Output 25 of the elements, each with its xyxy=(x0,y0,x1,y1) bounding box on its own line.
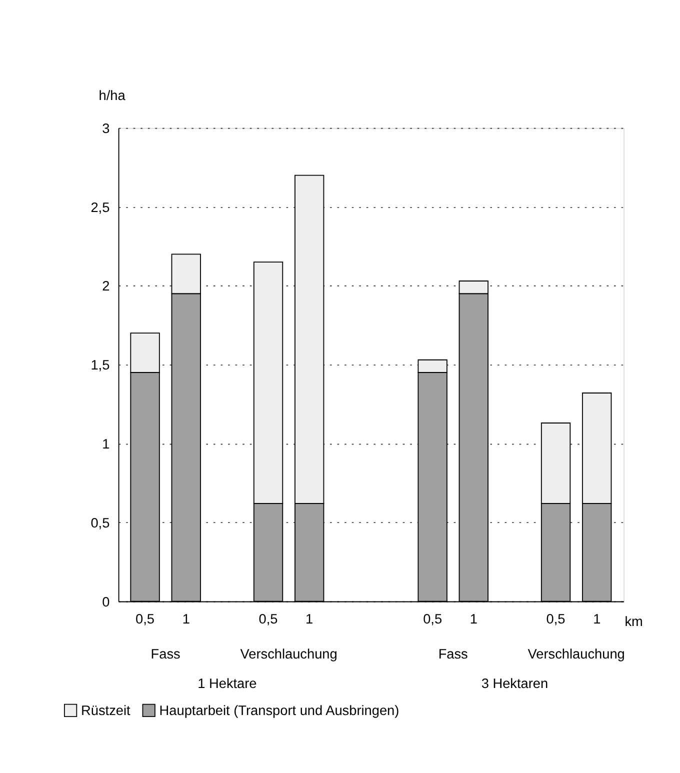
x-tick-label: 0,5 xyxy=(546,612,566,627)
x-tick-label: 1 xyxy=(593,612,601,627)
y-tick-label: 2 xyxy=(102,278,110,294)
x-tick-label: 0,5 xyxy=(258,612,278,627)
text: Fass xyxy=(438,646,468,662)
y-tick-label: 0 xyxy=(102,594,110,610)
x-tick-label: 1 xyxy=(182,612,190,627)
y-tick-label: 2,5 xyxy=(90,200,110,215)
text: km xyxy=(624,614,643,629)
legend-label: Hauptarbeit (Transport und Ausbringen) xyxy=(159,702,400,718)
y-tick-label: 1 xyxy=(102,436,110,452)
x-tick-label: 0,5 xyxy=(136,612,155,627)
x-tick-label: 0,5 xyxy=(423,612,442,627)
y-tick-label: 0,5 xyxy=(90,515,110,530)
text: 3 Hektaren xyxy=(481,676,548,691)
text: Fass xyxy=(150,646,181,662)
y-tick-label: 1,5 xyxy=(90,358,110,373)
text: 1 Hektare xyxy=(198,676,257,691)
x-tick-label: 1 xyxy=(306,612,314,627)
y-axis-title: h/ha xyxy=(98,88,126,104)
legend-label: Rüstzeit xyxy=(81,702,130,718)
text: Verschlauchung xyxy=(240,646,338,662)
x-tick-label: 1 xyxy=(470,612,478,627)
text: Verschlauchung xyxy=(528,646,625,662)
y-tick-label: 3 xyxy=(102,120,110,136)
